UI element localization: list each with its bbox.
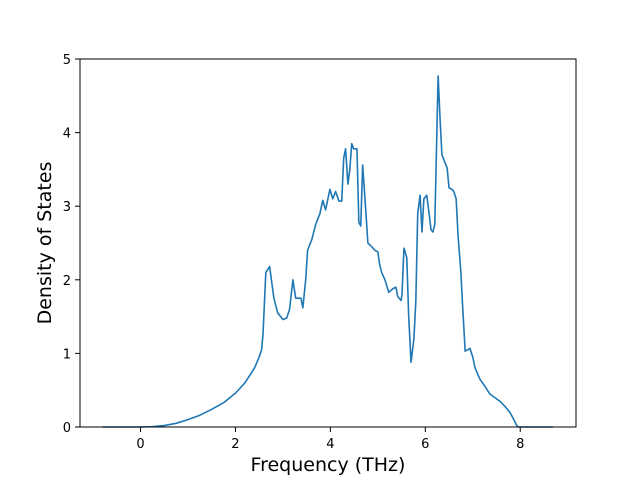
dos-line	[102, 75, 553, 428]
x-tick-label: 0	[136, 437, 144, 452]
plot-frame	[79, 58, 577, 428]
x-axis-label: Frequency (THz)	[251, 454, 406, 476]
y-tick-label: 2	[63, 274, 71, 289]
x-tick-label: 6	[421, 437, 429, 452]
y-tick-label: 3	[63, 200, 71, 215]
y-tick-label: 0	[63, 421, 71, 436]
y-tick-label: 1	[63, 347, 71, 362]
x-tick-label: 4	[326, 437, 334, 452]
y-tick-label: 5	[63, 53, 71, 68]
y-axis-label: Density of States	[34, 162, 56, 325]
x-tick-label: 2	[231, 437, 239, 452]
y-tick-label: 4	[63, 127, 71, 142]
x-tick-label: 8	[516, 437, 524, 452]
